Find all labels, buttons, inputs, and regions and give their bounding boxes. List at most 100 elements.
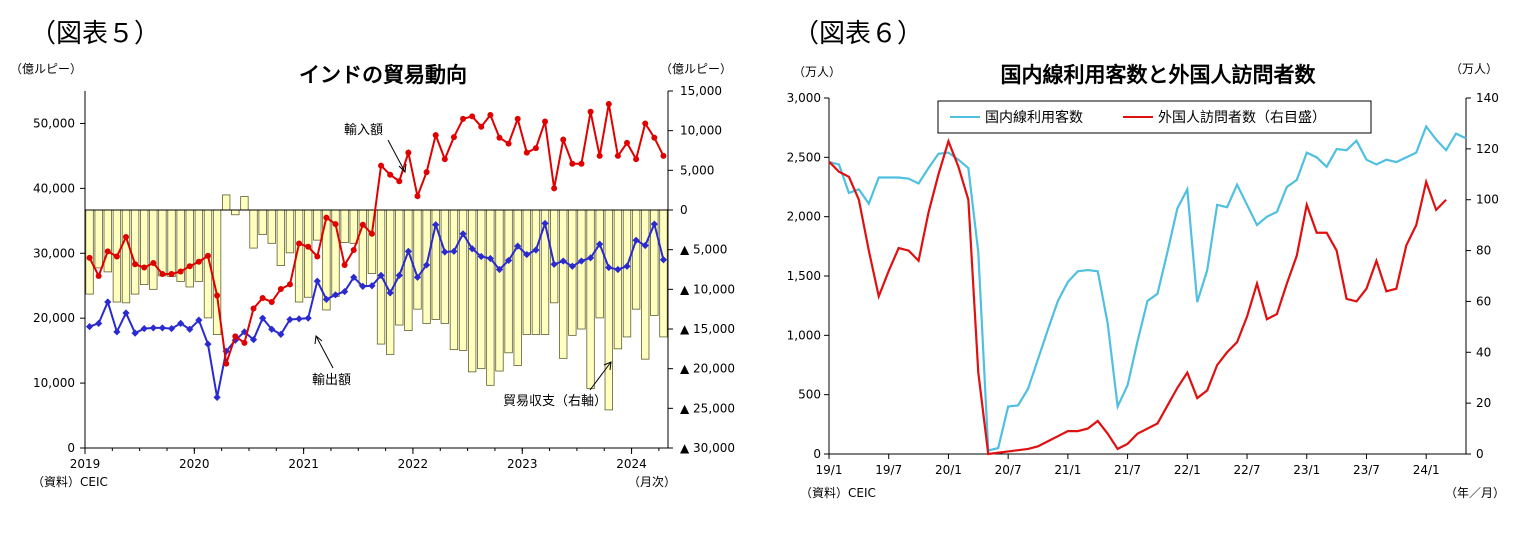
left-tick-label: 0 (813, 447, 821, 461)
chart-6-x-unit: （年／月） (1445, 486, 1505, 500)
x-tick-label: 19/7 (875, 463, 902, 477)
export-point (331, 291, 340, 299)
left-tick-label: 2,000 (787, 210, 821, 224)
export-point (596, 240, 604, 248)
x-tick-label: 24/1 (1413, 463, 1440, 477)
export-point (559, 257, 567, 265)
export-annotation-arrowhead (314, 335, 323, 345)
import-point (450, 134, 457, 141)
export-point (568, 262, 576, 270)
export-point (577, 257, 586, 265)
import-point (204, 252, 211, 259)
export-point (586, 254, 595, 262)
import-point (642, 120, 649, 127)
balance-bar (349, 209, 358, 244)
chart-6-tick-labels: 0 500 1,000 1,500 2,000 2,500 3,000 0 20 40 60 80 10… (787, 91, 1499, 477)
import-point (532, 145, 539, 152)
import-point (523, 149, 530, 156)
import-point (186, 263, 193, 270)
export-point (423, 261, 431, 269)
right-tick-label: 0 (680, 203, 688, 217)
chart-6-axes (824, 97, 1471, 459)
export-point (605, 263, 613, 272)
import-point (104, 248, 111, 255)
import-point (614, 152, 621, 159)
left-tick-label: 40,000 (33, 181, 75, 195)
balance-bar (222, 194, 231, 211)
balance-bar (604, 209, 613, 411)
import-point (432, 132, 439, 139)
chart-6-legend: 国内線利用客数 外国人訪問者数（右目盛） (937, 100, 1372, 134)
import-point (168, 271, 175, 278)
balance-bar (631, 209, 641, 310)
import-point (569, 160, 576, 167)
figure-6: （図表６） 国内線利用客数と外国人訪問者数 （万人） （万人） 0 500 1,00… (787, 19, 1505, 500)
balance-bar (358, 209, 367, 286)
export-point (322, 295, 330, 303)
chart-6-right-unit: （万人） (1450, 62, 1498, 76)
balance-annotation-label: 貿易収支（右軸） (503, 394, 607, 409)
right-tick-label: 0 (1476, 447, 1484, 461)
export-point (295, 315, 303, 323)
balance-bar (267, 209, 276, 244)
import-point (596, 152, 603, 159)
left-tick-label: 30,000 (33, 246, 75, 260)
right-tick-label: ▲ 15,000 (680, 322, 735, 336)
export-point (177, 319, 185, 327)
import-point (177, 268, 184, 275)
left-tick-label: 2,500 (787, 150, 821, 164)
export-point (95, 319, 103, 327)
export-point (468, 245, 476, 253)
figure-5: （図表５） インドの貿易動向 （億ルピー） （億ルピー） 0 10,000 20,0… (10, 19, 735, 489)
export-point (113, 328, 121, 336)
x-tick-label: 21/1 (1054, 463, 1081, 477)
x-tick-label: 21/7 (1114, 463, 1141, 477)
balance-bar (659, 209, 668, 338)
balance-bar (577, 209, 586, 330)
import-point (496, 134, 503, 141)
balance-bar (231, 209, 240, 216)
import-point (368, 230, 375, 237)
export-point (432, 221, 440, 229)
import-point (286, 281, 293, 288)
export-point (104, 298, 112, 306)
export-point (395, 271, 403, 279)
balance-bar (249, 209, 258, 249)
export-point (541, 219, 549, 228)
chart-6-lines (828, 124, 1467, 456)
export-point (413, 273, 422, 281)
export-point (486, 254, 494, 263)
x-tick-label: 22/7 (1234, 463, 1261, 477)
export-annotation-arrow (315, 335, 334, 369)
left-tick-label: 50,000 (33, 116, 75, 130)
balance-bar (440, 209, 449, 324)
left-tick-label: 3,000 (787, 91, 821, 105)
balance-bar (140, 209, 149, 285)
import-point (469, 113, 476, 120)
export-point (259, 314, 267, 322)
balance-bar (495, 209, 504, 372)
chart-6-left-unit: （万人） (793, 65, 841, 79)
right-tick-label: 10,000 (680, 124, 722, 138)
balance-bar (522, 209, 531, 335)
export-point (614, 265, 622, 274)
import-point (441, 156, 448, 163)
balance-bar (340, 209, 349, 243)
import-point (578, 160, 585, 167)
legend-label-visitors: 外国人訪問者数（右目盛） (1158, 110, 1326, 126)
import-point (605, 100, 612, 107)
chart-5-left-unit: （億ルピー） (10, 62, 82, 76)
export-point (386, 289, 394, 297)
right-tick-label: ▲ 25,000 (680, 401, 735, 415)
right-tick-label: 80 (1476, 244, 1491, 258)
balance-bar (130, 209, 140, 295)
export-annotation-label: 輸出額 (312, 373, 351, 388)
import-point (159, 271, 166, 278)
right-tick-label: 5,000 (680, 163, 714, 177)
import-point (132, 261, 139, 268)
import-point (633, 156, 640, 163)
export-point (359, 282, 367, 290)
balance-bar (595, 209, 604, 319)
balance-bar (276, 209, 286, 266)
